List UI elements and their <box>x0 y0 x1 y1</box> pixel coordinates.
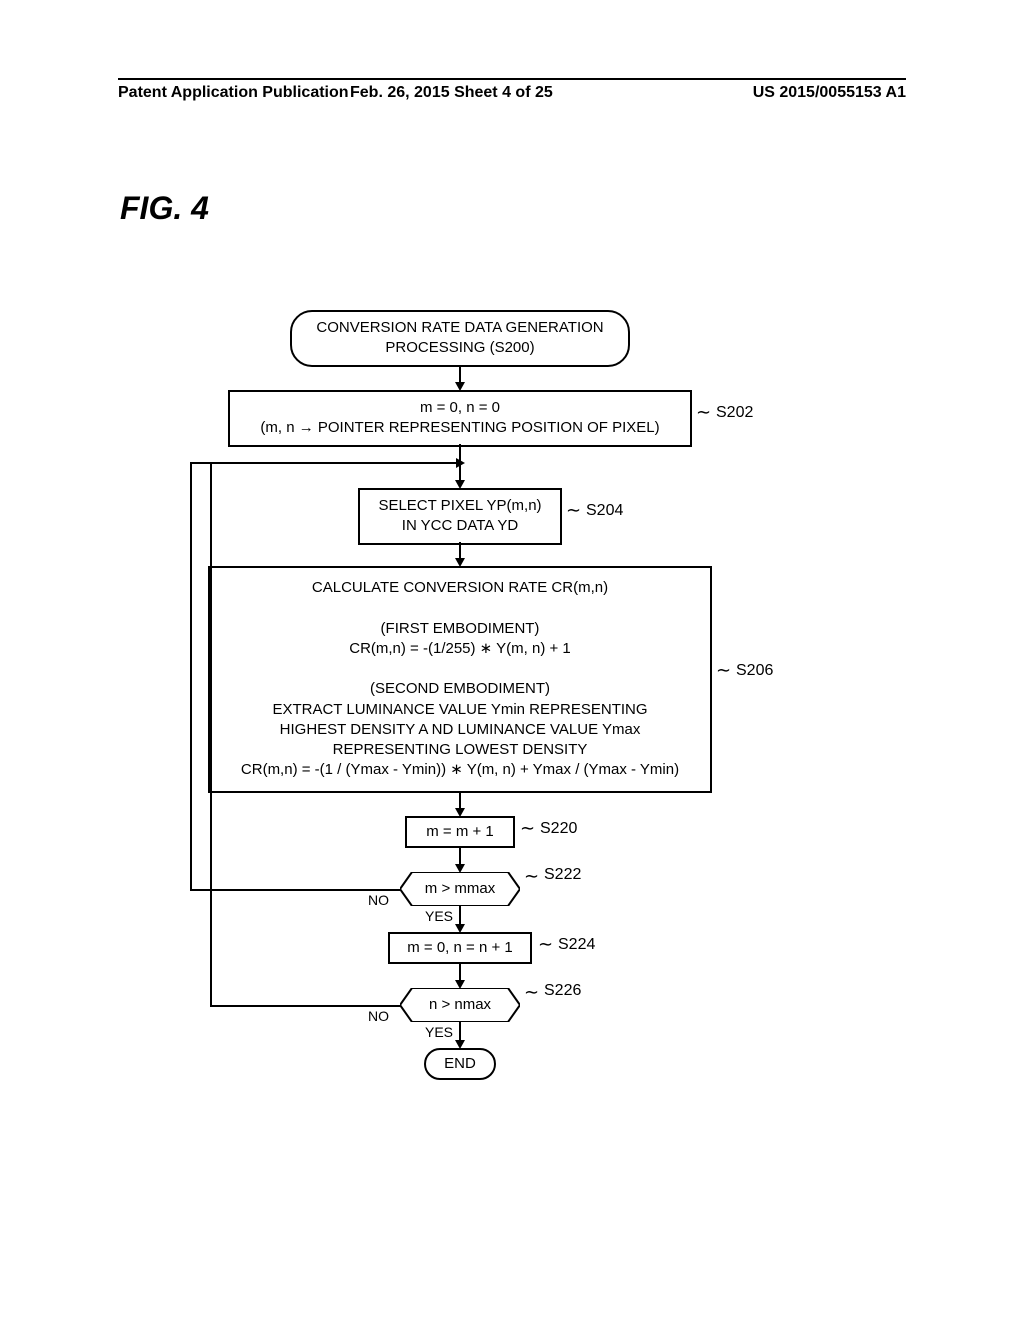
tilde: ∼ <box>524 982 539 1003</box>
flow-s204: SELECT PIXEL YP(m,n) IN YCC DATA YD <box>358 488 562 545</box>
s220-text: m = m + 1 <box>413 822 507 842</box>
s206-line7: HIGHEST DENSITY A ND LUMINANCE VALUE Yma… <box>220 720 700 740</box>
tilde: ∼ <box>566 500 581 521</box>
s226-no-h <box>210 1005 400 1007</box>
header-left: Patent Application Publication <box>118 84 349 102</box>
s204-line2: IN YCC DATA YD <box>368 516 552 536</box>
flow-s202: m = 0, n = 0 (m, n → POINTER REPRESENTIN… <box>228 390 692 447</box>
flow-s224: m = 0, n = n + 1 <box>388 932 532 964</box>
s226-yes: YES <box>425 1024 453 1040</box>
s206-line6: EXTRACT LUMINANCE VALUE Ymin REPRESENTIN… <box>220 700 700 720</box>
s206-line0: CALCULATE CONVERSION RATE CR(m,n) <box>220 578 700 598</box>
s220-label: S220 <box>540 820 577 838</box>
s222-text: m > mmax <box>400 872 520 906</box>
s206-line4 <box>220 659 700 679</box>
conn <box>459 1022 461 1042</box>
header-right: US 2015/0055153 A1 <box>753 84 906 102</box>
s206-line2: (FIRST EMBODIMENT) <box>220 619 700 639</box>
header-mid: Feb. 26, 2015 Sheet 4 of 25 <box>350 84 553 102</box>
s206-line8: REPRESENTING LOWEST DENSITY <box>220 740 700 760</box>
s222-no: NO <box>368 892 389 908</box>
s222-label: S222 <box>544 866 581 884</box>
figure-label: FIG. 4 <box>120 190 209 227</box>
tilde: ∼ <box>520 818 535 839</box>
s222-no-h <box>190 889 400 891</box>
s224-label: S224 <box>558 936 595 954</box>
loop-join-head <box>456 458 465 468</box>
s222-no-v <box>190 462 192 890</box>
s202-label: S202 <box>716 404 753 422</box>
s204-label: S204 <box>586 502 623 520</box>
s206-line1 <box>220 598 700 618</box>
flow-start-line1: CONVERSION RATE DATA GENERATION <box>300 318 620 338</box>
s226-no-v <box>210 462 212 1006</box>
flow-s206: CALCULATE CONVERSION RATE CR(m,n) (FIRST… <box>208 566 712 793</box>
loop-join-h <box>190 462 460 464</box>
s206-line5: (SECOND EMBODIMENT) <box>220 679 700 699</box>
tilde: ∼ <box>696 402 711 423</box>
s202-line2: (m, n → POINTER REPRESENTING POSITION OF… <box>238 418 682 438</box>
s206-line9: CR(m,n) = -(1 / (Ymax - Ymin)) ∗ Y(m, n)… <box>220 760 700 780</box>
s224-text: m = 0, n = n + 1 <box>396 938 524 958</box>
s222-yes: YES <box>425 908 453 924</box>
tilde: ∼ <box>716 660 731 681</box>
end-text: END <box>432 1054 488 1074</box>
s226-text: n > nmax <box>400 988 520 1022</box>
s204-line1: SELECT PIXEL YP(m,n) <box>368 496 552 516</box>
s226-no: NO <box>368 1008 389 1024</box>
tilde: ∼ <box>524 866 539 887</box>
s226-label: S226 <box>544 982 581 1000</box>
flow-s220: m = m + 1 <box>405 816 515 848</box>
tilde: ∼ <box>538 934 553 955</box>
flow-s222: m > mmax <box>400 872 520 906</box>
s202-line1: m = 0, n = 0 <box>238 398 682 418</box>
s206-label: S206 <box>736 662 773 680</box>
flow-start-line2: PROCESSING (S200) <box>300 338 620 358</box>
s206-line3: CR(m,n) = -(1/255) ∗ Y(m, n) + 1 <box>220 639 700 659</box>
flow-end: END <box>424 1048 496 1080</box>
flow-start: CONVERSION RATE DATA GENERATION PROCESSI… <box>290 310 630 367</box>
header-rule <box>118 78 906 80</box>
conn <box>459 906 461 926</box>
flow-s226: n > nmax <box>400 988 520 1022</box>
